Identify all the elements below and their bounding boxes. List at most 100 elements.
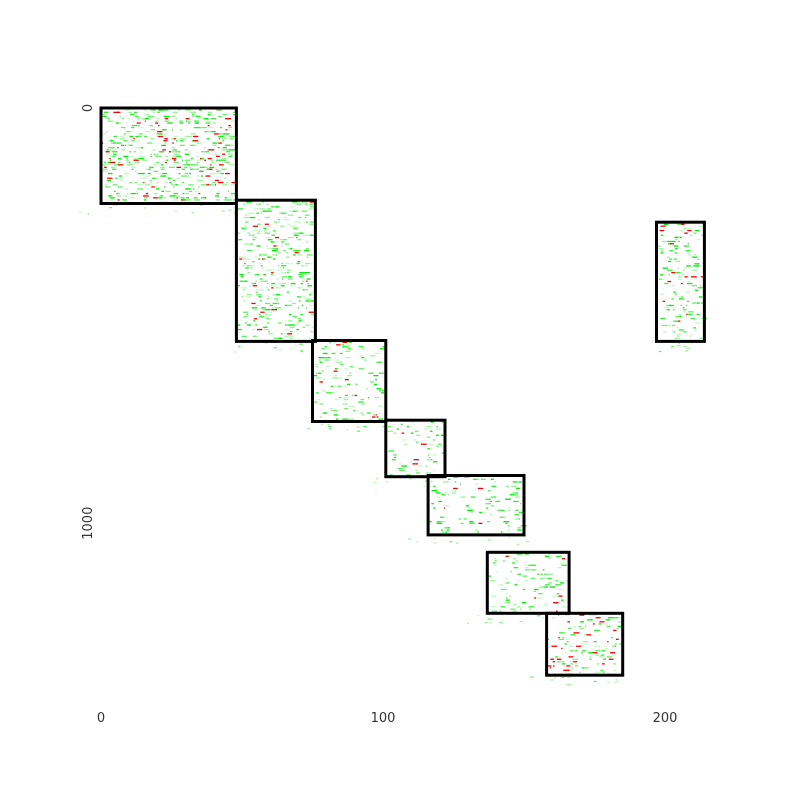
heatmap-cell xyxy=(109,159,111,161)
heatmap-cell xyxy=(252,328,255,331)
heatmap-cell xyxy=(278,265,280,267)
heatmap-cell xyxy=(399,463,401,465)
heatmap-cell xyxy=(376,361,383,363)
heatmap-cell xyxy=(520,509,522,511)
heatmap-cell xyxy=(306,256,309,258)
heatmap-cell xyxy=(470,522,475,524)
heatmap-cell xyxy=(216,159,222,161)
heatmap-cell xyxy=(212,144,217,146)
heatmap-cell xyxy=(304,274,307,276)
heatmap-cell xyxy=(561,676,565,678)
heatmap-cell xyxy=(250,212,255,214)
heatmap-cell xyxy=(449,541,453,543)
heatmap-cell xyxy=(297,307,299,309)
heatmap-cell xyxy=(244,243,249,245)
heatmap-cell xyxy=(251,307,258,309)
heatmap-cell xyxy=(582,654,585,656)
heatmap-cell xyxy=(197,118,204,120)
heatmap-cell xyxy=(295,322,299,324)
heatmap-cell-high xyxy=(158,124,160,127)
heatmap-cell xyxy=(179,122,184,124)
heatmap-cell xyxy=(137,135,142,138)
heatmap-cell xyxy=(602,671,605,673)
heatmap-cell xyxy=(415,469,418,472)
heatmap-cell xyxy=(108,155,113,157)
heatmap-cell xyxy=(612,663,617,665)
heatmap-cell xyxy=(327,423,330,426)
heatmap-cell xyxy=(225,133,230,135)
heatmap-cell-high xyxy=(185,118,190,120)
heatmap-cell xyxy=(664,282,669,285)
heatmap-cell xyxy=(228,155,233,157)
heatmap-cell xyxy=(121,199,127,201)
heatmap-cell xyxy=(587,619,593,621)
heatmap-cell xyxy=(163,186,166,188)
heatmap-cell xyxy=(379,405,381,407)
heatmap-cell xyxy=(519,503,522,505)
heatmap-cell xyxy=(268,311,273,313)
heatmap-cell xyxy=(667,260,672,263)
heatmap-cell xyxy=(517,527,521,529)
heatmap-cell xyxy=(676,252,680,254)
heatmap-cell xyxy=(509,494,516,496)
heatmap-cell-high xyxy=(615,638,619,640)
heatmap-cell xyxy=(658,247,664,250)
heatmap-cell xyxy=(194,120,199,122)
heatmap-cell xyxy=(698,225,704,227)
heatmap-cell xyxy=(516,487,520,490)
heatmap-cell xyxy=(246,201,252,203)
heatmap-cell xyxy=(567,684,571,686)
heatmap-cell xyxy=(329,341,331,343)
heatmap-cell xyxy=(580,643,584,645)
heatmap-cell xyxy=(378,372,384,374)
heatmap-cell xyxy=(112,184,118,186)
heatmap-cell xyxy=(272,254,274,256)
heatmap-cell xyxy=(460,522,464,524)
heatmap-cell xyxy=(305,298,312,300)
heatmap-cell xyxy=(600,654,602,656)
heatmap-cell xyxy=(600,669,604,671)
heatmap-cell-high xyxy=(168,151,171,153)
heatmap-cell xyxy=(612,645,616,647)
heatmap-cell-high xyxy=(376,416,379,418)
heatmap-cell xyxy=(182,192,185,195)
heatmap-cell-high xyxy=(222,153,226,155)
heatmap-cell xyxy=(301,304,304,307)
heatmap-cell xyxy=(374,352,381,355)
heatmap-cell xyxy=(215,195,219,197)
heatmap-cell xyxy=(481,478,486,480)
heatmap-cell xyxy=(525,567,529,569)
heatmap-cell xyxy=(209,166,215,168)
heatmap-cell-high xyxy=(271,287,274,289)
heatmap-cell xyxy=(102,168,108,170)
heatmap-cell xyxy=(516,560,518,562)
heatmap-cell xyxy=(500,588,507,591)
heatmap-cell xyxy=(601,654,604,656)
heatmap-cell-high xyxy=(306,280,308,282)
heatmap-cell xyxy=(201,157,204,160)
heatmap-cell xyxy=(266,210,272,212)
heatmap-cell xyxy=(598,623,602,625)
heatmap-cell xyxy=(276,287,282,289)
heatmap-cell xyxy=(683,269,685,271)
heatmap-cell xyxy=(195,168,199,170)
heatmap-cell xyxy=(559,582,565,584)
heatmap-cell xyxy=(119,175,123,177)
heatmap-cell xyxy=(517,606,521,608)
heatmap-cell xyxy=(230,135,236,138)
heatmap-cell xyxy=(658,350,662,353)
heatmap-cell xyxy=(132,120,135,122)
heatmap-cell xyxy=(696,313,701,316)
heatmap-cell xyxy=(510,608,516,610)
heatmap-cell-high xyxy=(453,487,458,490)
heatmap-cell xyxy=(666,256,669,258)
heatmap-cell xyxy=(393,456,397,459)
heatmap-cell xyxy=(678,296,682,298)
heatmap-cell xyxy=(266,282,270,285)
heatmap-cell xyxy=(114,164,119,166)
heatmap-cell xyxy=(363,426,367,428)
heatmap-cell xyxy=(172,129,174,131)
heatmap-cell xyxy=(660,252,664,254)
heatmap-cell xyxy=(616,627,619,629)
